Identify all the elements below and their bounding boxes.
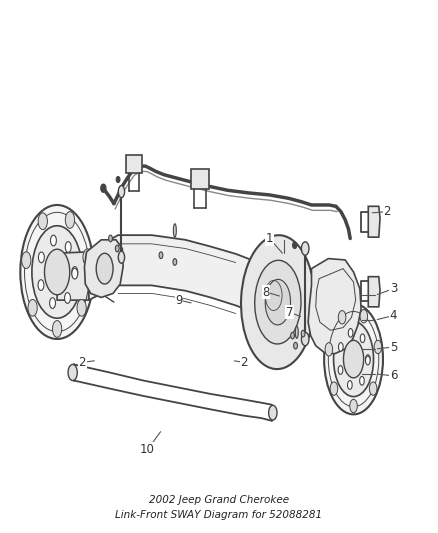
Ellipse shape (38, 280, 44, 290)
Text: 4: 4 (390, 309, 397, 322)
Text: 3: 3 (390, 282, 397, 295)
Polygon shape (88, 235, 257, 313)
Ellipse shape (301, 242, 309, 255)
Polygon shape (308, 259, 361, 354)
Ellipse shape (53, 320, 62, 337)
Ellipse shape (347, 381, 352, 389)
Ellipse shape (338, 366, 343, 374)
Text: 5: 5 (390, 341, 397, 353)
Ellipse shape (330, 382, 338, 395)
Text: 2: 2 (240, 356, 248, 369)
Ellipse shape (348, 328, 353, 337)
Ellipse shape (20, 205, 94, 339)
Ellipse shape (374, 340, 381, 354)
Ellipse shape (49, 298, 56, 309)
Ellipse shape (45, 249, 70, 295)
Ellipse shape (77, 300, 86, 316)
Polygon shape (191, 169, 209, 189)
Text: 9: 9 (175, 294, 183, 306)
Ellipse shape (343, 341, 364, 378)
Ellipse shape (173, 224, 177, 237)
Ellipse shape (72, 268, 78, 279)
Polygon shape (57, 252, 88, 300)
Ellipse shape (96, 253, 113, 284)
Text: 8: 8 (262, 286, 270, 298)
Ellipse shape (360, 310, 367, 323)
Ellipse shape (72, 266, 78, 277)
Ellipse shape (115, 245, 119, 252)
Ellipse shape (50, 235, 57, 246)
Polygon shape (85, 240, 123, 297)
Ellipse shape (265, 279, 290, 325)
Ellipse shape (64, 293, 71, 303)
Ellipse shape (325, 343, 332, 356)
Ellipse shape (366, 355, 370, 364)
Ellipse shape (173, 259, 177, 265)
Polygon shape (126, 156, 142, 173)
Ellipse shape (291, 332, 294, 339)
Text: 7: 7 (286, 306, 293, 319)
Text: 2: 2 (78, 356, 86, 369)
Ellipse shape (338, 311, 346, 324)
Ellipse shape (241, 235, 314, 369)
Ellipse shape (32, 226, 82, 318)
Ellipse shape (68, 365, 77, 381)
Ellipse shape (116, 176, 120, 182)
Ellipse shape (118, 251, 124, 263)
Ellipse shape (366, 356, 370, 365)
Ellipse shape (39, 252, 44, 263)
Ellipse shape (369, 382, 377, 395)
Ellipse shape (295, 326, 298, 338)
Ellipse shape (339, 343, 343, 351)
Ellipse shape (38, 213, 47, 230)
Ellipse shape (65, 212, 74, 228)
Ellipse shape (301, 332, 309, 346)
Text: 6: 6 (390, 369, 397, 382)
Ellipse shape (101, 184, 106, 192)
Ellipse shape (301, 330, 305, 337)
Ellipse shape (293, 342, 297, 349)
Ellipse shape (360, 334, 365, 343)
Ellipse shape (159, 252, 163, 259)
Ellipse shape (109, 235, 113, 242)
Polygon shape (368, 206, 380, 237)
Ellipse shape (65, 241, 71, 252)
Ellipse shape (334, 321, 374, 397)
Text: 2: 2 (383, 205, 391, 218)
Text: 1: 1 (266, 232, 273, 245)
Ellipse shape (118, 185, 124, 198)
Ellipse shape (293, 242, 297, 248)
Polygon shape (368, 277, 380, 307)
Ellipse shape (255, 260, 301, 344)
Text: 2002 Jeep Grand Cherokee
Link-Front SWAY Diagram for 52088281: 2002 Jeep Grand Cherokee Link-Front SWAY… (116, 495, 322, 520)
Ellipse shape (83, 249, 92, 265)
Ellipse shape (324, 304, 383, 414)
Ellipse shape (28, 300, 37, 316)
Ellipse shape (360, 376, 364, 385)
Text: 10: 10 (140, 443, 155, 456)
Ellipse shape (21, 252, 31, 269)
Ellipse shape (268, 405, 277, 420)
Ellipse shape (350, 399, 357, 413)
